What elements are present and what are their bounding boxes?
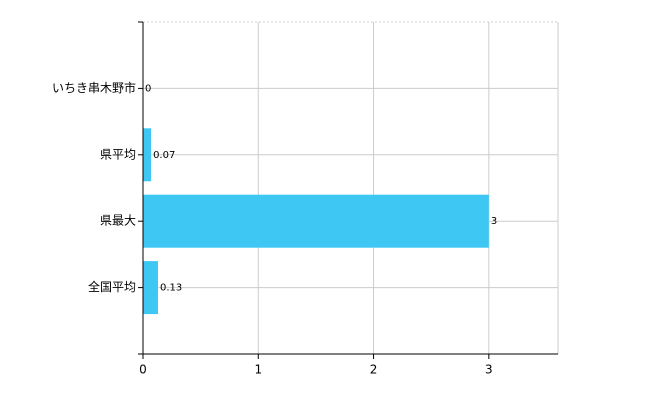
y-tick-label: 県最大 <box>100 214 136 228</box>
value-label: 0.07 <box>153 150 175 161</box>
bar <box>143 194 489 248</box>
x-tick-label: 1 <box>254 363 262 377</box>
value-label: 3 <box>491 216 497 227</box>
value-label: 0 <box>145 83 151 94</box>
y-tick-label: 県平均 <box>100 147 136 161</box>
x-tick-label: 0 <box>139 363 147 377</box>
x-tick-label: 3 <box>485 363 493 377</box>
bar <box>143 261 158 315</box>
y-tick-label: 全国平均 <box>88 279 136 294</box>
value-label: 0.13 <box>160 283 182 294</box>
x-tick-label: 2 <box>370 363 378 377</box>
y-tick-label: いちき串木野市 <box>52 80 136 95</box>
bar <box>143 128 152 182</box>
